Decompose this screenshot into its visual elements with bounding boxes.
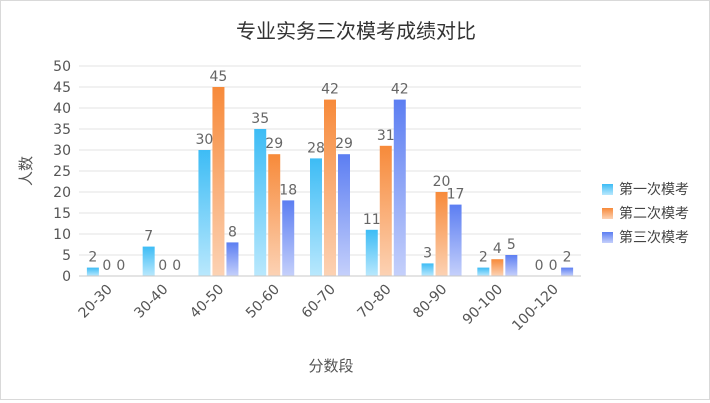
bar[interactable]: [477, 267, 490, 276]
chart-title: 专业实务三次模考成绩对比: [236, 19, 476, 43]
data-label: 2: [479, 250, 488, 266]
data-label: 29: [265, 136, 283, 152]
legend-item[interactable]: 第二次模考: [602, 205, 689, 222]
bar[interactable]: [86, 267, 99, 276]
bars: [86, 87, 574, 276]
bar[interactable]: [393, 99, 406, 276]
legend-item[interactable]: 第三次模考: [602, 229, 689, 246]
bar[interactable]: [505, 255, 518, 276]
y-tick-label: 35: [53, 122, 71, 138]
bar[interactable]: [491, 259, 504, 276]
data-label: 4: [493, 241, 502, 257]
x-axis-ticks: 20-30 30-40 40-50 50-60 60-70 70-80 80-90 90-10…: [76, 282, 562, 335]
data-label: 2: [563, 250, 572, 266]
data-label: 3: [423, 245, 432, 261]
y-tick-label: 5: [62, 248, 71, 264]
legend-label: 第一次模考: [619, 181, 689, 198]
legend-swatch: [602, 184, 613, 195]
data-label: 31: [377, 128, 395, 144]
legend-label: 第三次模考: [619, 229, 689, 246]
legend-swatch: [602, 208, 613, 219]
bar[interactable]: [198, 150, 211, 276]
y-axis-label: 人数: [17, 156, 35, 186]
bar[interactable]: [338, 154, 350, 276]
legend-item[interactable]: 第一次模考: [602, 181, 689, 198]
x-tick-label: 90-100: [460, 282, 506, 328]
bar[interactable]: [379, 145, 392, 276]
x-tick-label: 80-90: [410, 282, 450, 322]
y-tick-label: 50: [53, 59, 71, 75]
data-label: 28: [307, 140, 325, 156]
bar[interactable]: [310, 158, 322, 276]
y-tick-label: 45: [53, 80, 71, 96]
data-label: 2: [88, 250, 97, 266]
data-label: 45: [210, 69, 228, 85]
bar[interactable]: [421, 263, 434, 276]
x-tick-label: 40-50: [187, 282, 227, 322]
bar[interactable]: [324, 99, 336, 276]
legend-label: 第二次模考: [619, 205, 689, 222]
bar[interactable]: [268, 154, 281, 276]
x-tick-label: 20-30: [76, 282, 116, 322]
bar[interactable]: [254, 129, 267, 276]
x-tick-label: 100-120: [509, 282, 562, 335]
bar[interactable]: [226, 242, 239, 276]
y-tick-label: 10: [53, 227, 71, 243]
y-tick-label: 15: [53, 206, 71, 222]
data-label: 0: [158, 258, 167, 274]
data-label: 42: [321, 82, 339, 98]
data-label: 42: [391, 82, 409, 98]
legend-swatch: [602, 232, 613, 243]
data-label: 17: [447, 187, 465, 203]
bar[interactable]: [435, 192, 448, 276]
data-label: 29: [335, 136, 353, 152]
y-tick-label: 40: [53, 101, 71, 117]
bar[interactable]: [282, 200, 295, 276]
data-label: 7: [144, 229, 153, 245]
bar[interactable]: [142, 246, 155, 276]
y-tick-label: 30: [53, 143, 71, 159]
y-tick-label: 25: [53, 164, 71, 180]
data-label: 0: [172, 258, 181, 274]
data-label: 35: [251, 111, 269, 127]
y-tick-label: 20: [53, 185, 71, 201]
data-label: 0: [535, 258, 544, 274]
bar[interactable]: [212, 87, 225, 276]
y-axis-ticks: 0 5 10 15 20 25 30 35 40 45 50: [53, 59, 71, 285]
data-label: 18: [279, 182, 297, 198]
data-label: 0: [549, 258, 558, 274]
x-axis-label: 分数段: [308, 357, 353, 375]
data-label: 0: [102, 258, 111, 274]
y-tick-label: 0: [62, 269, 71, 285]
x-tick-label: 70-80: [355, 282, 395, 322]
data-label: 5: [507, 237, 516, 253]
bar[interactable]: [449, 204, 462, 276]
data-label: 30: [196, 132, 214, 148]
bar[interactable]: [365, 229, 378, 276]
data-label: 11: [363, 212, 381, 228]
x-tick-label: 50-60: [243, 282, 283, 322]
x-tick-label: 60-70: [299, 282, 339, 322]
x-tick-label: 30-40: [131, 282, 171, 322]
data-label: 8: [228, 224, 237, 240]
bar[interactable]: [561, 267, 574, 276]
data-label: 0: [116, 258, 125, 274]
data-label: 20: [433, 174, 451, 190]
